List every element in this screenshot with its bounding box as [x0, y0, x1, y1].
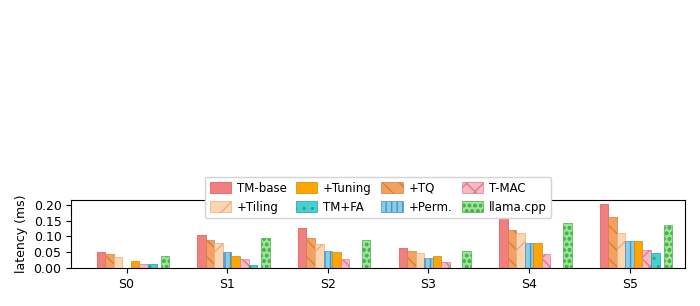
Bar	[232, 256, 240, 268]
Bar	[499, 217, 508, 268]
Bar	[323, 251, 332, 268]
Bar	[214, 243, 223, 268]
Bar	[508, 230, 516, 268]
Bar	[525, 242, 533, 268]
Bar	[223, 252, 232, 268]
Bar	[463, 251, 471, 268]
Bar	[139, 264, 148, 268]
Bar	[131, 261, 139, 268]
Bar	[315, 244, 323, 268]
Y-axis label: latency (ms): latency (ms)	[15, 195, 28, 273]
Bar	[600, 204, 608, 268]
Bar	[114, 257, 122, 268]
Bar	[97, 252, 105, 268]
Bar	[307, 238, 315, 268]
Bar	[643, 250, 651, 268]
Bar	[332, 252, 341, 268]
Bar	[248, 265, 257, 268]
Bar	[206, 240, 214, 268]
Bar	[625, 241, 634, 268]
Bar	[240, 259, 248, 268]
Bar	[362, 240, 370, 268]
Bar	[424, 258, 433, 268]
Bar	[533, 242, 542, 268]
Bar	[664, 225, 672, 268]
Legend: TM-base, +Tiling, +Tuning, TM+FA, +TQ, +Perm., T-MAC, llama.cpp: TM-base, +Tiling, +Tuning, TM+FA, +TQ, +…	[205, 177, 552, 218]
Bar	[563, 223, 572, 268]
Bar	[542, 254, 550, 268]
Bar	[160, 256, 169, 268]
Bar	[608, 217, 617, 268]
Bar	[433, 256, 441, 268]
Bar	[261, 238, 270, 268]
Bar	[298, 228, 307, 268]
Bar	[617, 233, 625, 268]
Bar	[398, 248, 407, 268]
Bar	[634, 241, 643, 268]
Bar	[651, 253, 659, 268]
Bar	[197, 235, 206, 268]
Bar	[105, 254, 114, 268]
Bar	[516, 233, 525, 268]
Bar	[407, 251, 416, 268]
Bar	[148, 264, 157, 268]
Bar	[441, 262, 450, 268]
Bar	[341, 259, 349, 268]
Bar	[416, 253, 424, 268]
